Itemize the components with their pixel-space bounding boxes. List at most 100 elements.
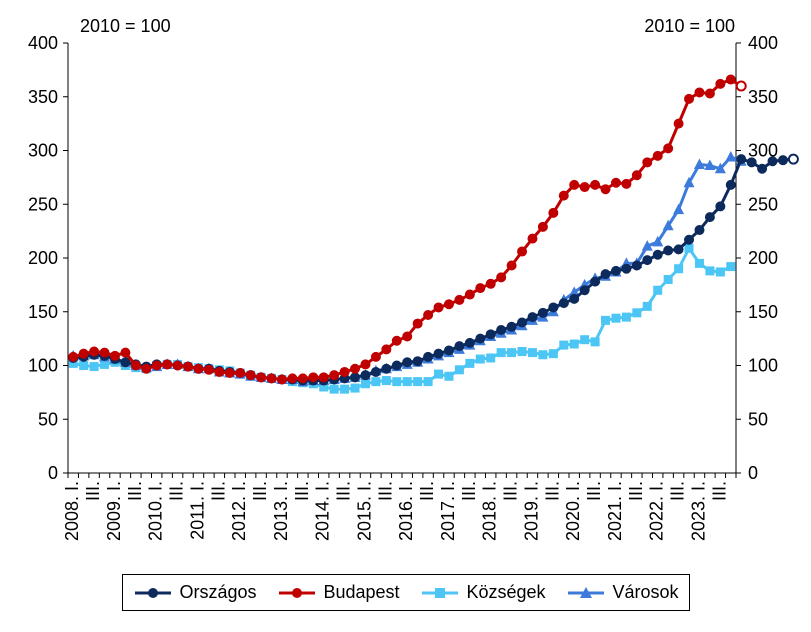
data-point (631, 260, 642, 271)
x-tick-label-quarter: III. (417, 481, 437, 501)
data-point (631, 170, 642, 181)
data-point (203, 364, 214, 375)
data-point (662, 219, 674, 231)
data-point (130, 360, 141, 371)
x-tick-label-quarter: III. (167, 481, 187, 501)
data-point (402, 377, 412, 387)
data-point (611, 313, 621, 323)
legend-line-triangle-icon (568, 586, 605, 598)
data-point (537, 307, 548, 318)
data-point (350, 372, 361, 383)
data-point (527, 348, 537, 358)
data-point (673, 244, 684, 255)
data-point (68, 351, 79, 362)
data-point (705, 266, 715, 276)
data-point (538, 350, 548, 360)
data-point (517, 246, 528, 257)
data-point (100, 359, 110, 369)
data-point (423, 309, 434, 320)
data-point (496, 272, 507, 283)
data-point (663, 143, 674, 154)
data-point (683, 176, 695, 188)
data-point (579, 285, 590, 296)
data-point (370, 366, 381, 377)
data-point (757, 163, 768, 174)
data-point (558, 298, 569, 309)
data-point (548, 349, 558, 359)
data-point (704, 88, 715, 99)
data-point (694, 87, 705, 98)
data-point (736, 154, 747, 165)
x-tick-label-quarter: III. (584, 481, 604, 501)
data-point (621, 263, 632, 274)
data-point (725, 150, 737, 162)
data-point (767, 156, 778, 167)
data-point (726, 262, 736, 272)
data-point (694, 258, 704, 268)
y-tick-label-right: 400 (748, 33, 778, 53)
data-point (381, 376, 391, 386)
data-point (371, 377, 381, 387)
data-point (590, 276, 601, 287)
series-Budapest (68, 74, 747, 385)
x-tick-label-quarter: III. (292, 481, 312, 501)
data-point (653, 285, 663, 295)
data-point (329, 370, 340, 381)
data-point (725, 74, 736, 85)
data-point (725, 179, 736, 190)
y-tick-label-right: 0 (748, 463, 758, 483)
data-point (537, 221, 548, 232)
data-point (506, 321, 517, 332)
x-tick-label-quarter: III. (501, 481, 521, 501)
data-point (507, 348, 517, 358)
data-point (256, 372, 267, 383)
x-tick-label-quarter: III. (542, 481, 562, 501)
data-point (381, 363, 392, 374)
data-point (433, 302, 444, 313)
y-tick-label-left: 0 (48, 463, 58, 483)
index-label-left: 2010 = 100 (80, 16, 171, 36)
y-tick-label-right: 100 (748, 356, 778, 376)
x-tick-label-year: 2012. I. (229, 481, 249, 541)
x-tick-label-quarter: III. (208, 481, 228, 501)
data-point (120, 347, 131, 358)
x-tick-label-quarter: III. (375, 481, 395, 501)
y-tick-label-right: 350 (748, 87, 778, 107)
x-tick-label-quarter: III. (83, 481, 103, 501)
data-point (517, 347, 527, 357)
data-point (475, 333, 486, 344)
y-tick-label-left: 350 (28, 87, 58, 107)
data-point (684, 243, 694, 253)
data-point (193, 363, 204, 374)
data-point (392, 377, 402, 387)
data-point (569, 179, 580, 190)
data-point (610, 265, 621, 276)
data-point (485, 329, 496, 340)
data-point (402, 357, 413, 368)
index-label-right: 2010 = 100 (644, 16, 735, 36)
y-tick-label-left: 250 (28, 194, 58, 214)
data-point (527, 233, 538, 244)
data-point (78, 348, 89, 359)
data-point (109, 350, 120, 361)
data-point (590, 179, 601, 190)
data-point (642, 157, 653, 168)
data-point (475, 354, 485, 364)
x-tick-label-year: 2008. I. (62, 481, 82, 541)
legend-item-kozsegek: Községek (420, 582, 546, 603)
x-tick-label-year: 2010. I. (146, 481, 166, 541)
data-point (641, 240, 653, 251)
legend-line-circle-icon (135, 587, 172, 598)
data-point (590, 337, 600, 347)
data-point (610, 177, 621, 188)
data-point (580, 335, 590, 345)
x-tick-label-quarter: III. (668, 481, 688, 501)
data-point (527, 312, 538, 323)
chart-axes: 0 0 50 50 100 100 150 150 200 200 250 250 300 300 350 3… (28, 33, 778, 541)
legend-item-budapest: Budapest (277, 582, 400, 603)
x-tick-label-year: 2015. I. (354, 481, 374, 541)
data-point (652, 249, 663, 260)
x-tick-label-quarter: III. (334, 481, 354, 501)
data-point (329, 384, 339, 394)
data-point (79, 361, 89, 370)
